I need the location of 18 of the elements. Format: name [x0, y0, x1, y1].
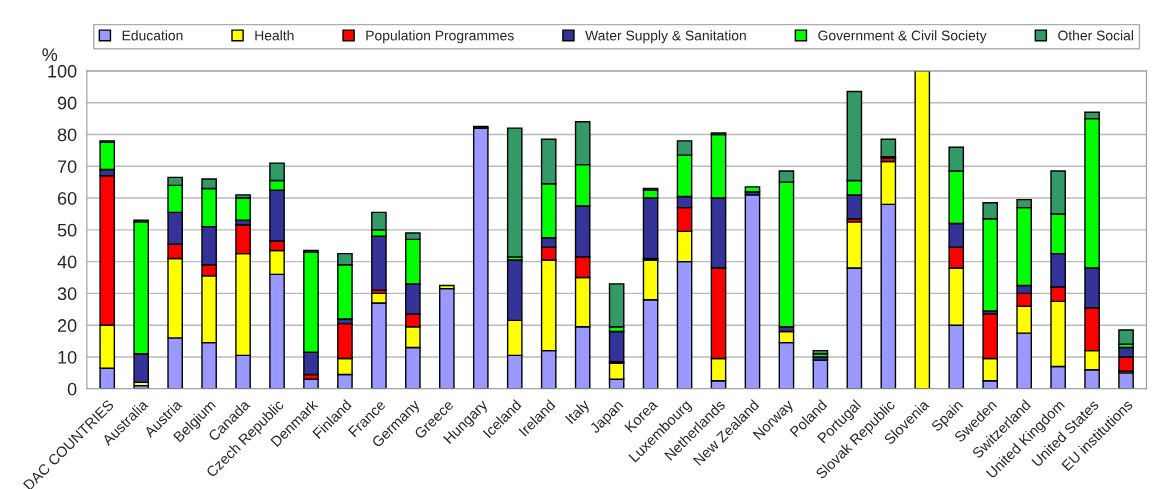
y-tick-label: 10 [58, 350, 77, 364]
y-tick-label: 20 [57, 319, 77, 332]
legend-label: Health [255, 30, 294, 41]
y-axis-title: % [42, 48, 58, 61]
y-tick-label: 40 [57, 255, 77, 269]
legend-label: Government & Civil Society [818, 30, 987, 44]
legend-label: Other Social [1058, 30, 1133, 41]
y-tick-label: 50 [57, 223, 77, 237]
y-tick-label: 100 [48, 64, 77, 78]
legend-label: Population Programmes [366, 30, 514, 44]
y-tick-label: 90 [57, 96, 77, 110]
y-tick-label: 0 [67, 382, 77, 396]
y-tick-label: 60 [57, 191, 77, 205]
y-tick-label: 80 [57, 128, 77, 142]
y-tick-label: 70 [57, 160, 77, 173]
y-tick-label: 30 [57, 287, 77, 301]
legend-label: Education [122, 30, 183, 41]
legend-label: Water Supply & Sanitation [585, 30, 746, 44]
